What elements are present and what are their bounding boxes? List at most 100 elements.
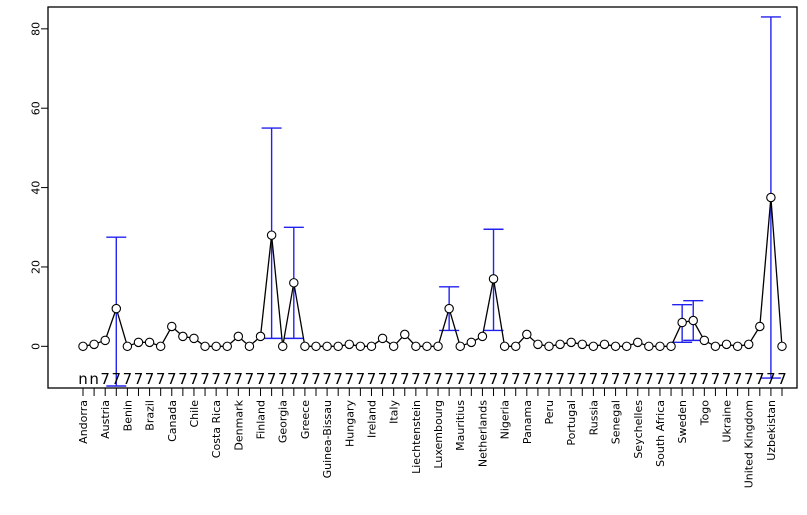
data-point <box>655 341 665 352</box>
data-point <box>344 339 355 350</box>
n-label: 7 <box>289 370 299 388</box>
n-label: 7 <box>444 370 454 388</box>
data-point <box>244 341 255 352</box>
x-tick-label: Costa Rica <box>210 400 223 458</box>
data-point <box>422 341 432 352</box>
n-label: 7 <box>278 370 288 388</box>
data-point <box>144 337 155 348</box>
y-tick-label: 60 <box>30 101 43 115</box>
data-point <box>178 331 188 342</box>
data-point <box>355 341 366 352</box>
x-tick-label: Mauritius <box>454 400 467 451</box>
data-point <box>289 278 299 288</box>
data-point <box>411 341 421 352</box>
n-label: 7 <box>511 370 521 388</box>
data-point <box>100 335 110 346</box>
data-point <box>677 317 687 328</box>
data-point <box>189 333 199 344</box>
n-label: 7 <box>688 370 698 388</box>
x-tick-label: Ukraine <box>721 400 734 443</box>
data-point <box>111 303 122 314</box>
x-tick-label: Uzbekistan <box>765 400 778 461</box>
n-label: 7 <box>500 370 510 388</box>
n-label: 7 <box>589 370 599 388</box>
x-tick-label: Luxembourg <box>432 400 445 469</box>
data-point <box>433 341 443 352</box>
data-point <box>566 337 576 348</box>
n-label: 7 <box>489 370 499 388</box>
data-point <box>621 341 632 352</box>
data-point <box>277 341 288 352</box>
data-point <box>78 341 88 352</box>
x-tick-label: Guinea-Bissau <box>321 400 334 478</box>
n-label: 7 <box>234 370 244 388</box>
data-point <box>699 335 710 346</box>
n-label: 7 <box>600 370 610 388</box>
n-label: 7 <box>178 370 188 388</box>
data-point <box>477 331 488 342</box>
y-tick-label: 40 <box>30 181 43 195</box>
data-point <box>510 341 521 352</box>
data-point <box>644 341 654 352</box>
data-point <box>377 333 388 344</box>
n-label: 7 <box>533 370 543 388</box>
data-point <box>233 331 244 342</box>
n-label: 7 <box>666 370 676 388</box>
y-tick-label: 0 <box>30 343 43 350</box>
n-label: 7 <box>134 370 144 388</box>
data-point <box>577 339 588 350</box>
n-label: 7 <box>622 370 632 388</box>
series-line <box>82 197 783 348</box>
n-label: 7 <box>311 370 321 388</box>
data-point <box>488 274 499 284</box>
x-tick-label: Greece <box>299 400 312 439</box>
n-label: 7 <box>722 370 732 388</box>
x-tick-label: Denmark <box>232 399 245 450</box>
data-point <box>721 339 732 350</box>
data-point <box>167 321 177 332</box>
n-label: 7 <box>766 370 776 388</box>
x-tick-label: Sweden <box>676 400 689 443</box>
n-label: 7 <box>333 370 343 388</box>
n-label: 7 <box>411 370 421 388</box>
n-label: 7 <box>677 370 687 388</box>
data-point <box>211 341 221 352</box>
n-label: 7 <box>367 370 377 388</box>
n-label: 7 <box>522 370 532 388</box>
data-point <box>366 341 377 352</box>
data-point <box>522 329 532 340</box>
data-point <box>533 339 543 350</box>
n-label: 7 <box>633 370 643 388</box>
data-point <box>610 341 621 352</box>
n-label: 7 <box>300 370 310 388</box>
data-point <box>300 341 310 352</box>
x-tick-label: Austria <box>99 400 112 439</box>
n-label: n <box>78 370 88 388</box>
data-point <box>155 341 166 352</box>
x-tick-label: Chile <box>188 400 201 428</box>
n-label: 7 <box>655 370 665 388</box>
data-point <box>444 303 454 314</box>
x-tick-label: Liechtenstein <box>410 400 423 474</box>
x-tick-label: Canada <box>166 400 179 442</box>
data-point <box>455 341 465 352</box>
n-label: 7 <box>256 370 266 388</box>
x-tick-label: Nigeria <box>499 400 512 439</box>
data-point <box>499 341 510 352</box>
n-label: 7 <box>112 370 122 388</box>
n-label: 7 <box>422 370 432 388</box>
y-tick-label: 20 <box>30 260 43 274</box>
x-tick-label: Panama <box>521 400 534 444</box>
n-label: 7 <box>455 370 465 388</box>
y-tick-label: 80 <box>30 22 43 36</box>
n-label: 7 <box>744 370 754 388</box>
x-tick-label: Benin <box>121 400 134 431</box>
data-point <box>710 341 721 352</box>
n-label: 7 <box>222 370 232 388</box>
x-tick-label: Finland <box>255 400 268 439</box>
n-label: n <box>89 370 99 388</box>
x-tick-label: Brazil <box>144 400 157 431</box>
n-label: 7 <box>322 370 332 388</box>
x-tick-label: Togo <box>698 400 711 427</box>
